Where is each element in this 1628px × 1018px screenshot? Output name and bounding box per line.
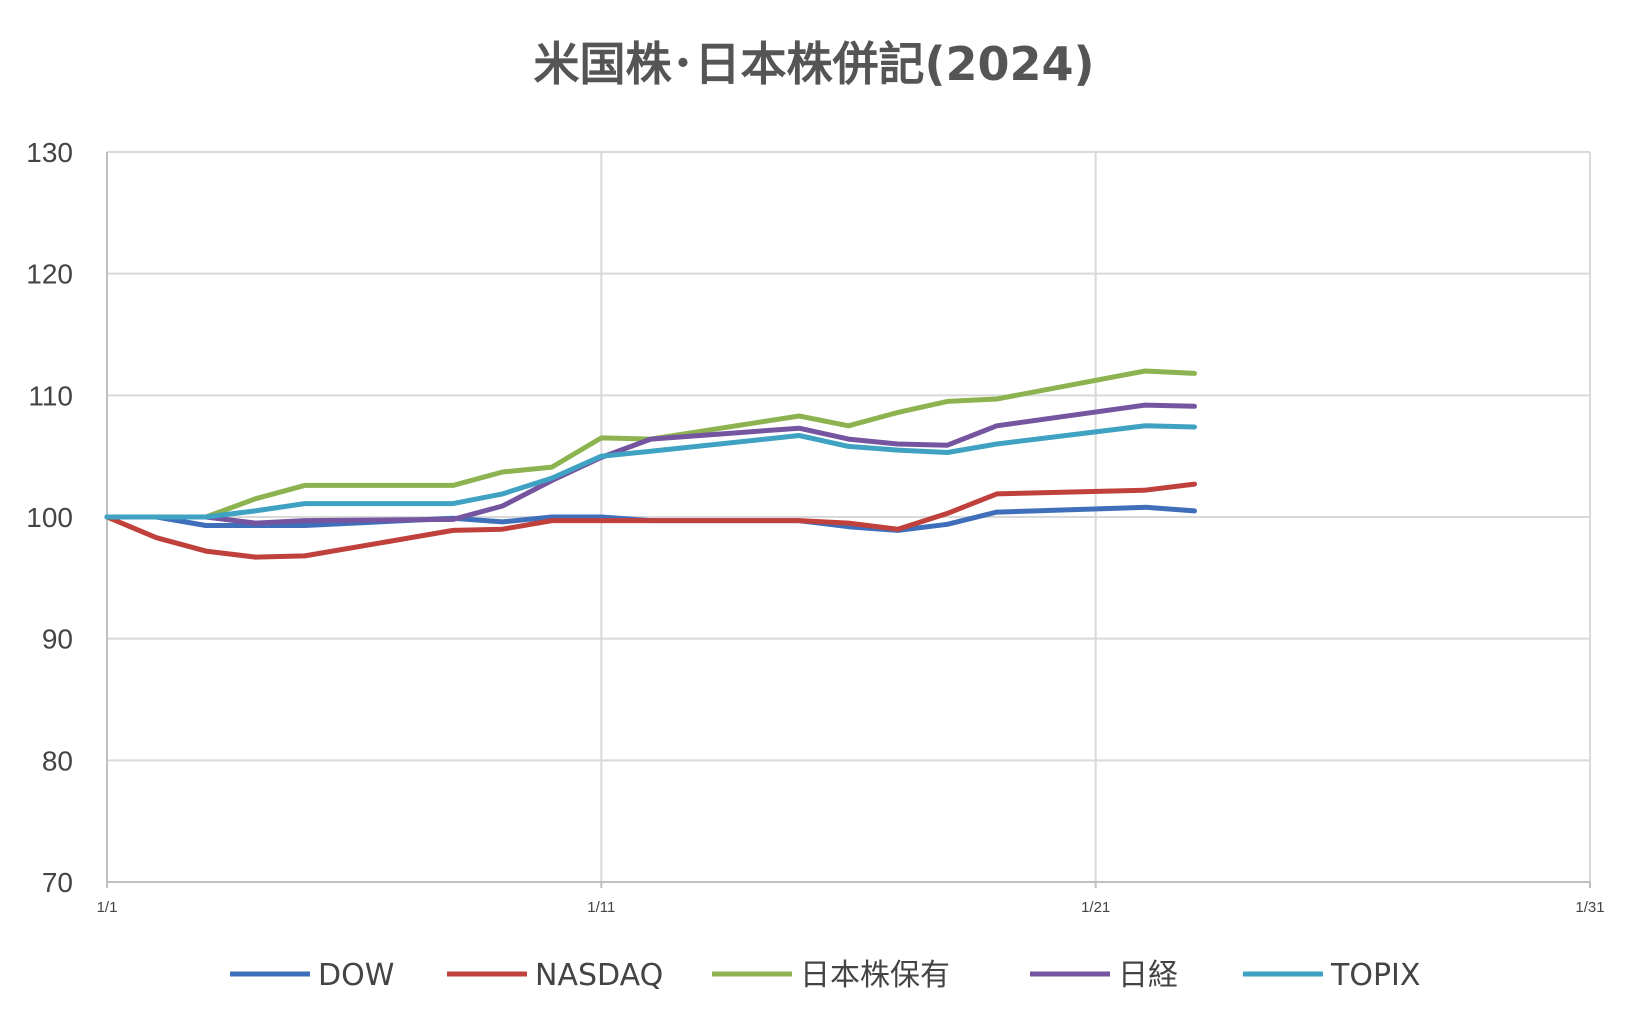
legend-label: 日本株保有 [800, 958, 950, 993]
y-tick-label: 120 [26, 259, 73, 290]
y-tick-label: 80 [42, 745, 73, 776]
y-tick-label: 70 [42, 867, 73, 898]
x-tick-label: 1/1 [97, 899, 118, 916]
y-tick-label: 130 [26, 137, 73, 168]
series-line-3 [104, 368, 1197, 520]
legend-label: DOW [318, 958, 394, 993]
series-line-5 [104, 423, 1197, 520]
x-tick-label: 1/11 [587, 899, 615, 916]
legend: DOW NASDAQ 日本株保有 日経 TOPIX [230, 958, 1420, 993]
y-tick-label: 110 [28, 380, 73, 411]
x-axis-ticks: 1/1 1/11 1/21 1/31 [97, 882, 1605, 916]
x-tick-label: 1/21 [1081, 899, 1110, 916]
grid [107, 151, 1591, 882]
x-tick-label: 1/31 [1575, 899, 1604, 916]
series-line-2 [104, 481, 1197, 560]
legend-label: NASDAQ [535, 958, 663, 993]
legend-label: TOPIX [1330, 958, 1420, 993]
series-line-4 [104, 402, 1197, 526]
legend-label: 日経 [1118, 958, 1178, 993]
y-tick-label: 100 [26, 502, 73, 533]
y-axis-ticks: 70 80 90 100 110 120 130 [26, 137, 73, 898]
y-tick-label: 90 [42, 624, 73, 655]
series-line-1 [104, 504, 1197, 533]
series-lines [104, 368, 1197, 560]
chart-title: 米国株･日本株併記(2024) [533, 37, 1094, 91]
